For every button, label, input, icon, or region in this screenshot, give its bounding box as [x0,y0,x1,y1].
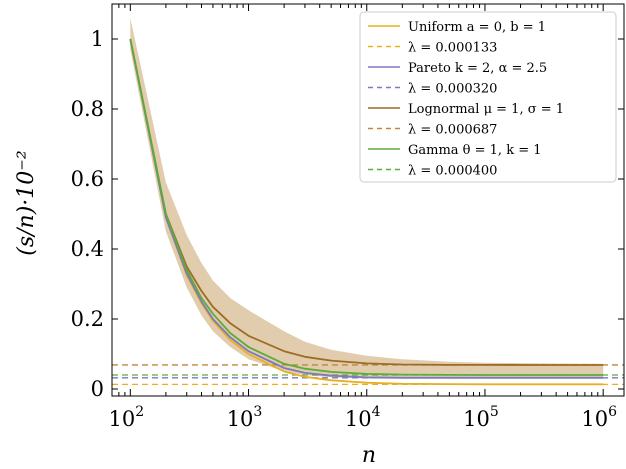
axes [111,3,625,397]
y-tick-label: 0.6 [71,167,104,191]
x-tick-label: 103 [227,404,263,431]
legend-label: λ = 0.000687 [408,123,497,138]
x-ticks: 102 103 104 105 106 [108,4,617,431]
y-tick-label: 0 [91,377,104,401]
legend-label: Gamma θ = 1, k = 1 [408,143,542,158]
legend: Uniform a = 0, b = 1 λ = 0.000133 Pareto k… [359,11,617,183]
legend-label: λ = 0.000133 [408,41,497,56]
legend-label: Lognormal μ = 1, σ = 1 [408,102,564,117]
legend-label: λ = 0.000400 [408,164,497,179]
x-axis-label: n [362,443,376,468]
plot-frame [111,3,625,397]
y-ticks: 0 0.2 0.4 0.6 0.8 1 [71,27,624,401]
pareto-series-line [129,38,604,379]
gamma-series-line [129,38,604,376]
x-tick-label: 104 [345,404,381,431]
lognormal-series-line [129,38,604,366]
legend-label: λ = 0.000320 [408,82,497,97]
y-tick-label: 0.2 [71,307,104,331]
x-tick-label: 102 [108,404,144,431]
legend-label: Pareto k = 2, α = 2.5 [408,61,547,76]
y-tick-label: 0.4 [71,237,104,261]
x-tick-label: 106 [581,404,617,431]
y-axis-label: (s/n)·10⁻² [14,150,39,255]
legend-box [359,11,617,183]
series-lines [129,38,604,386]
legend-label: Uniform a = 0, b = 1 [408,20,546,35]
x-tick-label: 105 [463,404,499,431]
y-tick-label: 1 [91,27,104,51]
y-tick-label: 0.8 [71,97,104,121]
